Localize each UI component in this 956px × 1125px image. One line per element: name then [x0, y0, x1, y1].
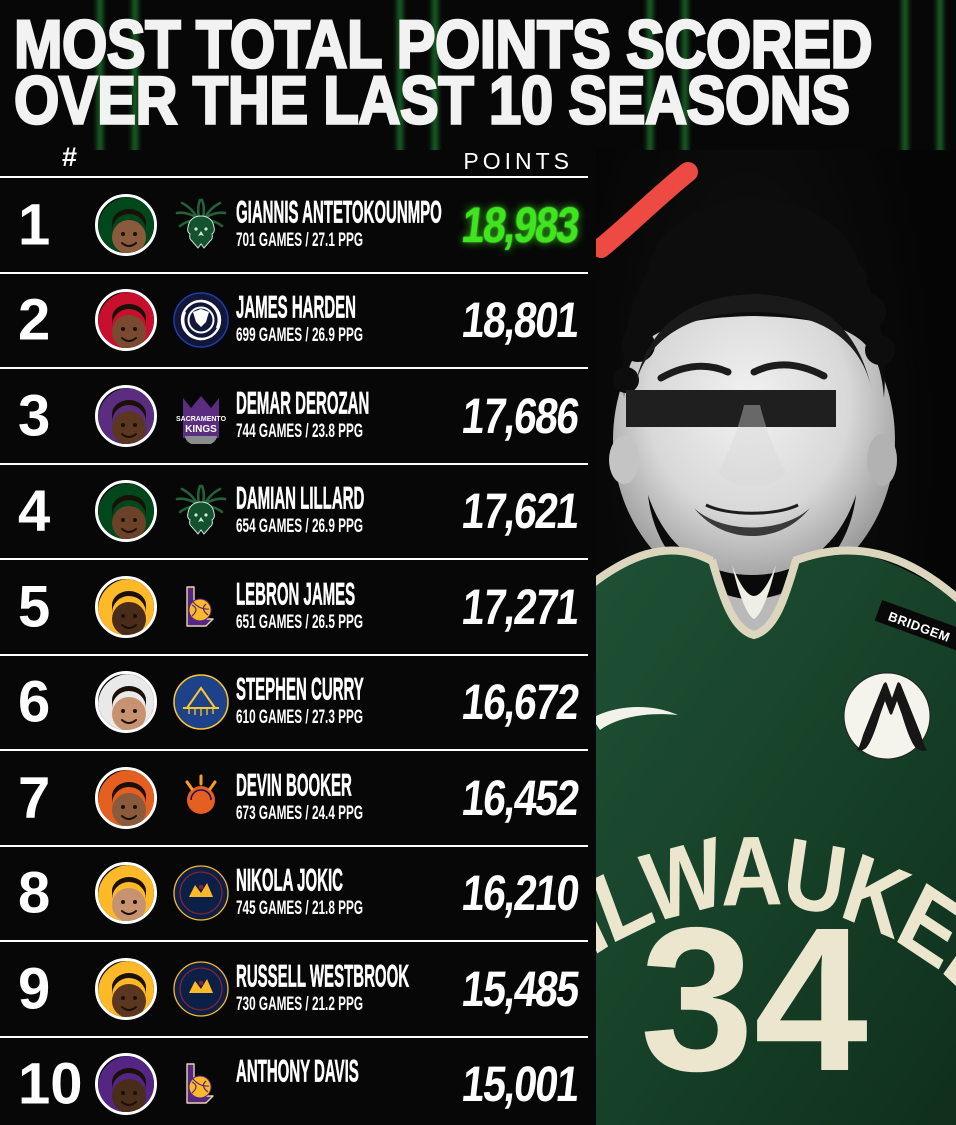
- svg-text:SACRAMENTO: SACRAMENTO: [176, 416, 227, 423]
- svg-text:34: 34: [640, 885, 868, 1114]
- svg-text:KINGS: KINGS: [185, 424, 217, 435]
